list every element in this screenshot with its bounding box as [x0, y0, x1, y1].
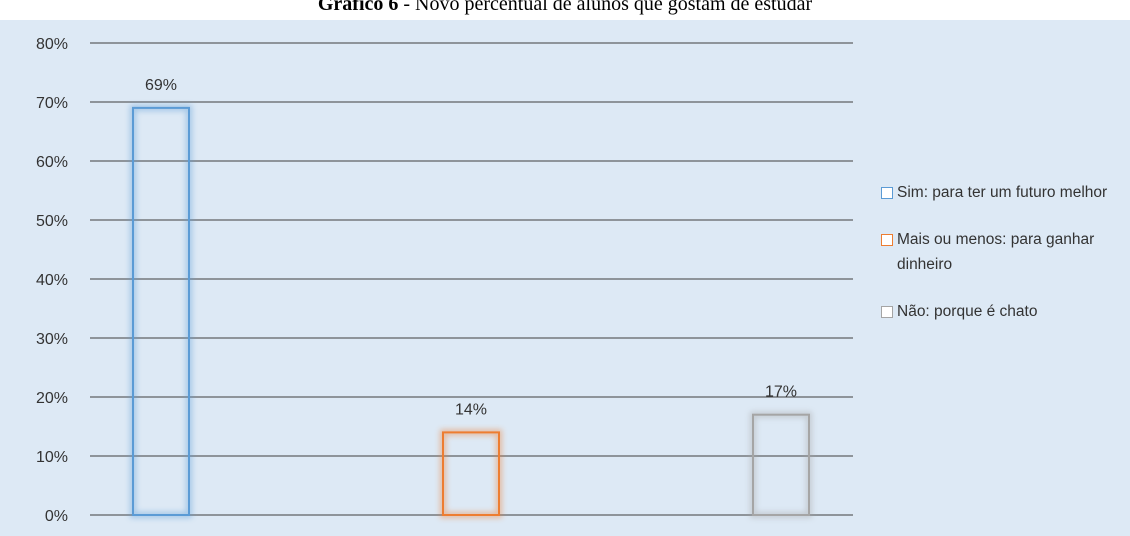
bar: [752, 413, 810, 517]
value-label: 17%: [765, 384, 797, 401]
chart-title: Gráfico 6 - Novo percentual de alunos qu…: [318, 0, 813, 15]
legend-label: Mais ou menos: para ganhar dinheiro: [897, 231, 1095, 273]
value-label: 69%: [145, 77, 177, 94]
y-tick-label: 50%: [36, 213, 68, 230]
legend-label: Sim: para ter um futuro melhor: [897, 184, 1108, 201]
y-tick-label: 60%: [36, 154, 68, 171]
legend-swatch: [881, 187, 893, 199]
value-label: 14%: [455, 401, 487, 418]
y-tick-label: 20%: [36, 390, 68, 407]
legend-swatch: [881, 306, 893, 318]
y-tick-label: 10%: [36, 449, 68, 466]
bar: [442, 431, 500, 516]
legend-swatch: [881, 234, 893, 246]
bar: [132, 106, 190, 517]
y-tick-label: 30%: [36, 331, 68, 348]
y-tick-label: 40%: [36, 272, 68, 289]
legend-entry: Sim: para ter um futuro melhor: [881, 180, 1121, 205]
y-tick-label: 0%: [45, 508, 68, 525]
legend-label: Não: porque é chato: [897, 303, 1038, 320]
title-text: - Novo percentual de alunos que gostam d…: [398, 0, 812, 15]
legend: Sim: para ter um futuro melhor Mais ou me…: [881, 180, 1121, 346]
y-tick-label: 80%: [36, 36, 68, 53]
legend-entry: Não: porque é chato: [881, 299, 1121, 324]
title-label: Gráfico 6: [318, 0, 399, 15]
legend-entry: Mais ou menos: para ganhar dinheiro: [881, 227, 1121, 277]
y-tick-label: 70%: [36, 95, 68, 112]
